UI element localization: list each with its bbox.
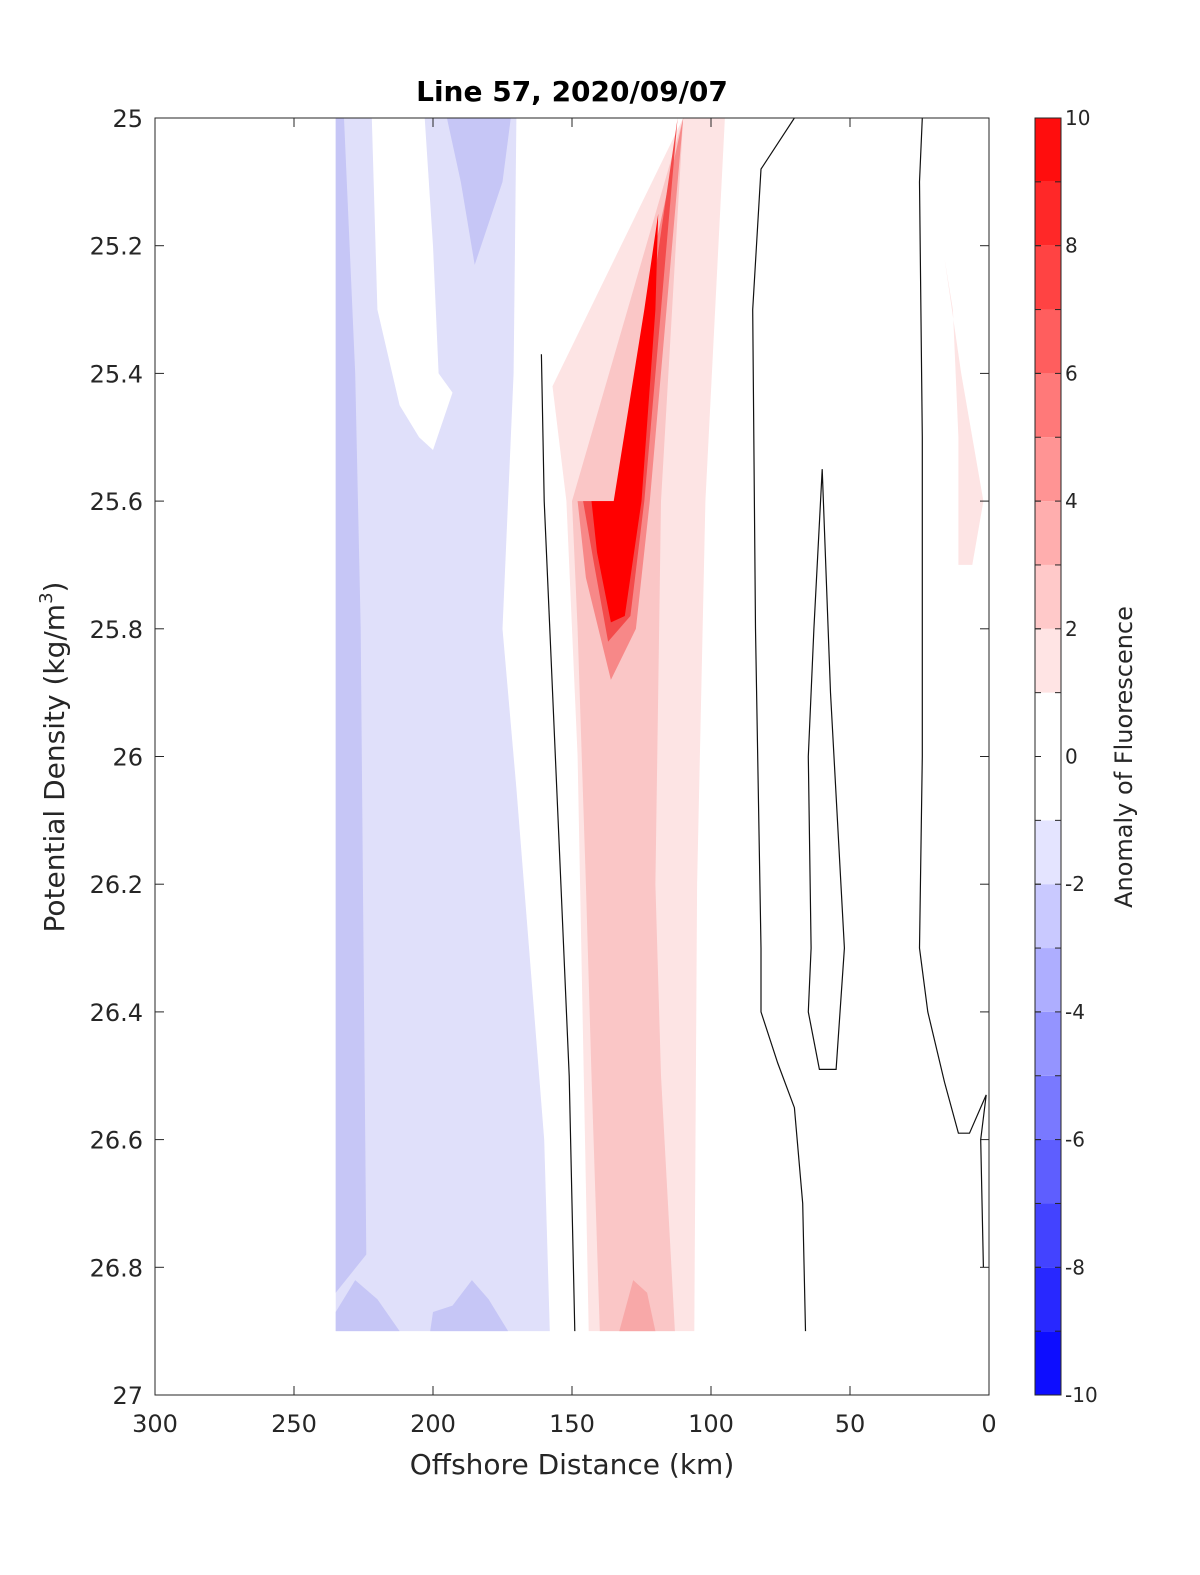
colorbar-band xyxy=(1035,309,1061,374)
anomaly-region-3 xyxy=(446,118,511,265)
colorbar-tick-label: 4 xyxy=(1065,489,1078,513)
x-tick-label: 200 xyxy=(410,1410,456,1438)
colorbar-label: Anomaly of Fluorescence xyxy=(1110,606,1138,908)
anomaly-region-5 xyxy=(430,1280,509,1332)
anomaly-region-12 xyxy=(944,258,984,565)
contour-line-2 xyxy=(807,469,846,1071)
colorbar-band xyxy=(1035,245,1061,310)
colorbar-tick-label: -8 xyxy=(1065,1255,1085,1279)
colorbar-band xyxy=(1035,1267,1061,1332)
colorbar-band xyxy=(1035,118,1061,182)
y-tick-label: 25.6 xyxy=(90,488,143,516)
colorbar-tick-label: 2 xyxy=(1065,617,1078,641)
colorbar-band xyxy=(1035,1203,1061,1268)
plot-area: 300 250 200 150 100 50 0 2525.225.425.625.8262… xyxy=(90,105,997,1438)
y-axis-label-main: Potential Density (kg/m xyxy=(38,604,71,933)
contour-fill-regions xyxy=(335,118,984,1332)
anomaly-region-2 xyxy=(335,118,367,1293)
contour-line-1 xyxy=(752,117,807,1332)
anomaly-region-11 xyxy=(619,1280,656,1332)
x-tick-label: 250 xyxy=(271,1410,317,1438)
anomaly-region-1 xyxy=(371,118,453,450)
colorbar-ticks: -10 -8 -6 -4 -2 0 2 4 6 8 10 xyxy=(1035,106,1098,1407)
contour-line-3 xyxy=(918,117,987,1268)
x-tick-label: 300 xyxy=(132,1410,178,1438)
x-tick-label: 50 xyxy=(835,1410,866,1438)
colorbar-band xyxy=(1035,628,1061,693)
y-axis-label-end: ) xyxy=(38,582,71,593)
colorbar-band xyxy=(1035,501,1061,565)
colorbar-band xyxy=(1035,1075,1061,1140)
colorbar-band xyxy=(1035,1011,1061,1076)
colorbar-band xyxy=(1035,948,1061,1012)
anomaly-region-4 xyxy=(335,1280,400,1332)
colorbar: -10 -8 -6 -4 -2 0 2 4 6 8 10 xyxy=(1034,106,1098,1407)
y-tick-label: 25 xyxy=(112,105,143,133)
y-tick-label: 27 xyxy=(112,1382,143,1410)
y-tick-label: 26.8 xyxy=(90,1254,143,1282)
colorbar-band xyxy=(1035,564,1061,629)
y-tick-label: 26.6 xyxy=(90,1127,143,1155)
anomaly-region-10 xyxy=(591,213,659,623)
x-tick-label: 100 xyxy=(688,1410,734,1438)
colorbar-tick-label: 8 xyxy=(1065,234,1078,258)
colorbar-band xyxy=(1035,820,1061,885)
x-tick-label: 0 xyxy=(981,1410,996,1438)
colorbar-tick-label: 10 xyxy=(1065,106,1090,130)
contour-line-0 xyxy=(540,354,576,1332)
y-tick-label: 25.2 xyxy=(90,233,143,261)
y-tick-label: 25.8 xyxy=(90,616,143,644)
y-tick-label: 26 xyxy=(112,744,143,772)
y-tick-label: 25.4 xyxy=(90,360,143,388)
colorbar-band xyxy=(1035,1139,1061,1204)
colorbar-tick-label: -4 xyxy=(1065,1000,1085,1024)
y-tick-label: 26.2 xyxy=(90,871,143,899)
colorbar-bands xyxy=(1035,118,1061,1395)
y-tick-label: 26.4 xyxy=(90,999,143,1027)
anomaly-region-0 xyxy=(335,118,550,1332)
colorbar-tick-label: -6 xyxy=(1065,1128,1085,1152)
colorbar-tick-label: -10 xyxy=(1065,1383,1098,1407)
colorbar-tick-label: 0 xyxy=(1065,745,1078,769)
chart-title: Line 57, 2020/09/07 xyxy=(416,75,728,108)
colorbar-tick-label: -2 xyxy=(1065,872,1085,896)
x-tick-label: 150 xyxy=(549,1410,595,1438)
x-axis: 300 250 200 150 100 50 0 xyxy=(132,118,997,1438)
y-axis-label: Potential Density (kg/m3) xyxy=(36,582,71,933)
contour-lines xyxy=(540,117,987,1332)
y-axis-label-superscript: 3 xyxy=(36,592,57,603)
colorbar-band xyxy=(1035,437,1061,502)
y-axis: 25 25.2 25.4 25.6 25.8 26 26.2 26.4 26.6 26.8 27 xyxy=(90,105,989,1410)
colorbar-band xyxy=(1035,884,1061,949)
colorbar-band xyxy=(1035,1331,1061,1395)
colorbar-tick-label: 6 xyxy=(1065,361,1078,385)
x-axis-label: Offshore Distance (km) xyxy=(410,1448,735,1481)
colorbar-band xyxy=(1035,373,1061,438)
colorbar-band xyxy=(1035,181,1061,246)
